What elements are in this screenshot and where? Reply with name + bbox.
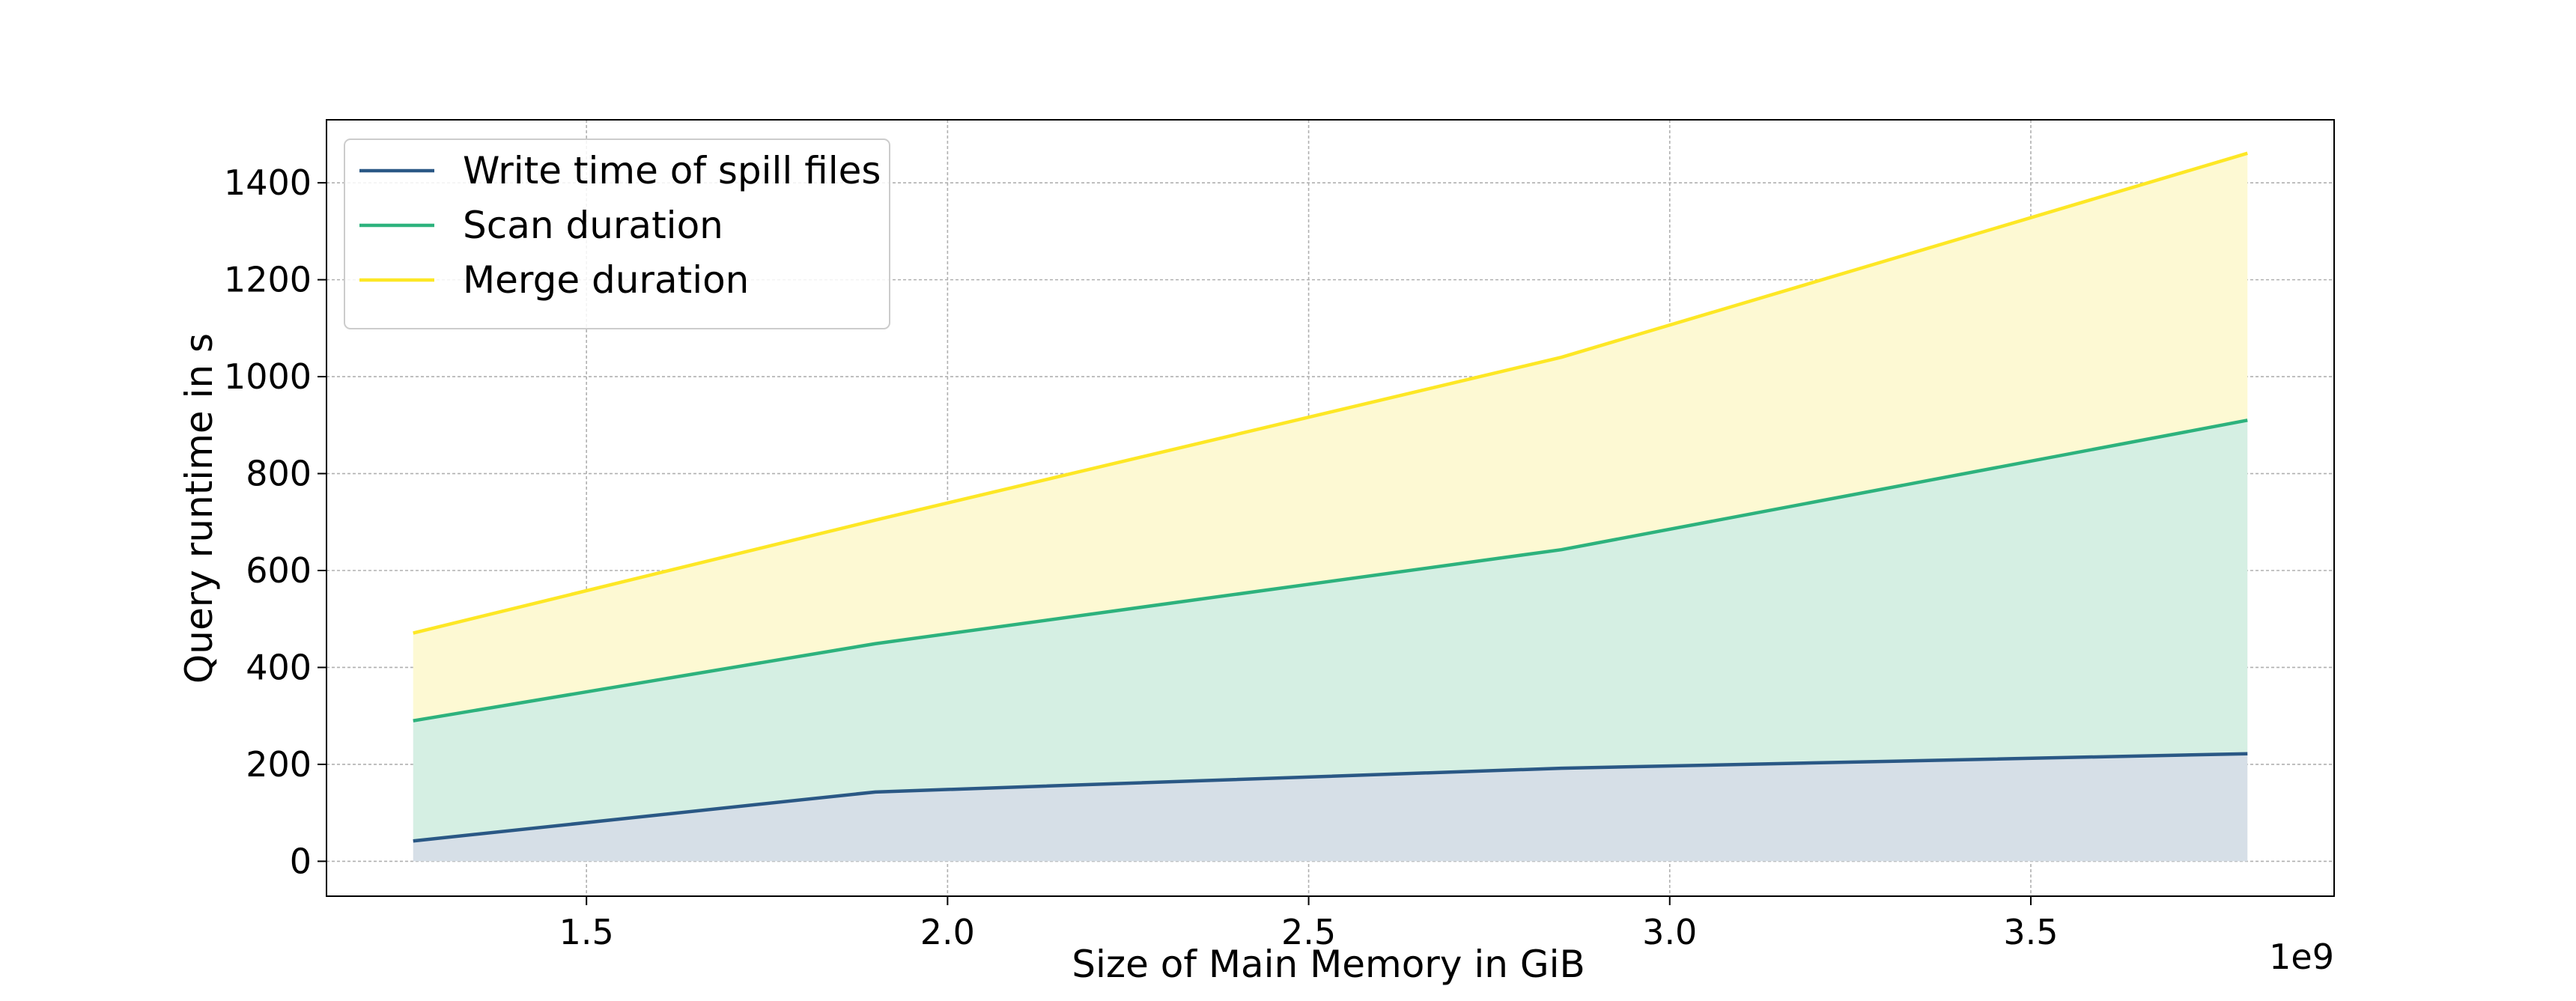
x-tick-label: 2.5 [1281,912,1336,952]
x-tick-label: 3.5 [2003,912,2058,952]
x-axis-offset-label: 1e9 [2269,937,2334,977]
x-tick-label: 3.0 [1642,912,1697,952]
legend-box [344,139,890,329]
y-axis-label: Query runtime in s [177,333,221,684]
x-axis-label: Size of Main Memory in GiB [1072,943,1585,986]
legend-label: Merge duration [463,258,749,302]
y-tick-label: 800 [246,454,312,494]
x-tick-label: 1.5 [559,912,614,952]
area-scan-duration [413,420,2248,842]
area-write-time-of-spill-files [413,753,2248,862]
y-tick-label: 600 [246,550,312,591]
y-tick-label: 1400 [224,162,312,203]
x-tick-label: 2.0 [920,912,975,952]
line-merge-duration [413,151,2248,635]
legend: Write time of spill files Scan duration Me… [344,139,890,329]
area-merge-duration [413,153,2248,721]
line-scan-duration [413,419,2248,722]
series-lines [413,151,2248,843]
y-tick-label: 200 [246,744,312,785]
x-axis-ticks: 1.5 2.0 2.5 3.0 3.5 [559,896,2059,952]
y-axis-ticks: 0 200 400 600 800 1000 1200 1400 [224,162,326,881]
legend-label: Scan duration [463,204,723,247]
y-tick-label: 1000 [224,356,312,397]
y-tick-label: 0 [290,841,312,881]
y-tick-label: 400 [246,647,312,687]
y-tick-label: 1200 [224,260,312,300]
line-write-time-of-spill-files [413,752,2248,843]
plot-frame [326,119,2335,897]
legend-label: Write time of spill files [463,149,881,192]
area-fills [413,153,2248,862]
